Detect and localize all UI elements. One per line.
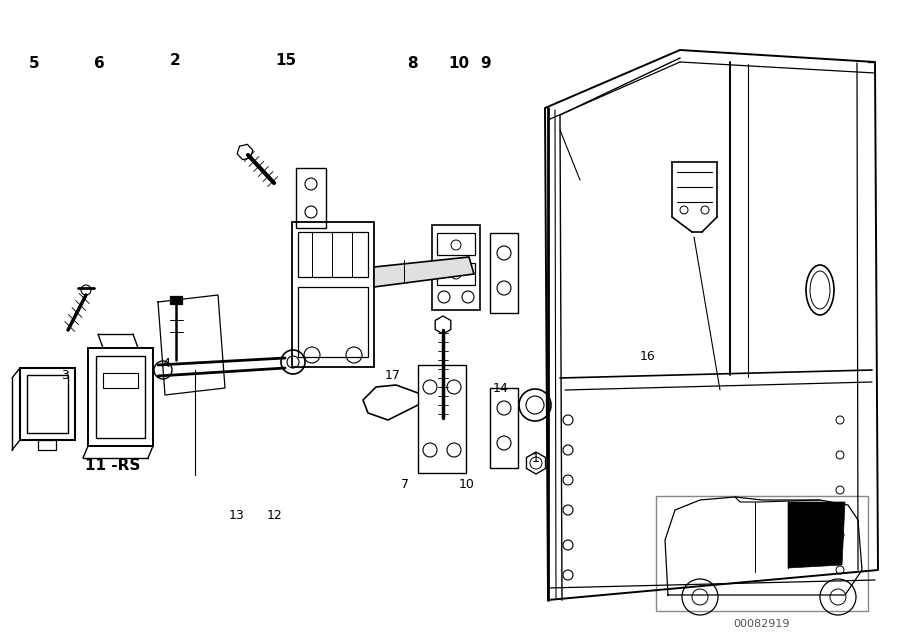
Ellipse shape [810, 271, 830, 309]
Bar [296, 168, 326, 228]
Bar [20, 368, 75, 440]
Text: 14: 14 [492, 382, 508, 395]
Bar [298, 287, 368, 357]
Text: 6: 6 [94, 56, 104, 71]
Bar [418, 365, 466, 473]
Text: 1: 1 [532, 452, 539, 465]
Bar [170, 296, 182, 304]
Text: 17: 17 [384, 369, 400, 382]
Text: 16: 16 [640, 350, 656, 363]
Bar [96, 356, 145, 438]
Bar [103, 373, 138, 388]
Bar [27, 375, 68, 433]
Ellipse shape [806, 265, 834, 315]
Bar [292, 222, 374, 367]
Polygon shape [374, 257, 474, 287]
Text: 11 -RS: 11 -RS [85, 457, 140, 473]
Bar [88, 348, 153, 446]
Bar [490, 233, 518, 313]
Text: 10: 10 [448, 56, 470, 71]
Polygon shape [788, 502, 845, 568]
Bar [38, 440, 56, 450]
Text: 15: 15 [275, 53, 297, 68]
Text: 3: 3 [61, 369, 68, 382]
Text: 7: 7 [401, 478, 409, 490]
Bar [437, 263, 475, 285]
Text: 9: 9 [481, 56, 491, 71]
Text: 13: 13 [229, 510, 245, 522]
Text: 00082919: 00082919 [734, 619, 790, 629]
Text: 5: 5 [29, 56, 40, 71]
Text: 4: 4 [163, 357, 170, 369]
Bar [432, 225, 480, 310]
Text: 8: 8 [407, 56, 418, 71]
Text: 10: 10 [458, 478, 474, 490]
Bar [298, 232, 368, 277]
Text: 2: 2 [170, 53, 181, 68]
Bar [656, 496, 868, 611]
Text: 12: 12 [266, 510, 283, 522]
Bar [437, 233, 475, 255]
Bar [490, 388, 518, 468]
Circle shape [81, 285, 91, 295]
